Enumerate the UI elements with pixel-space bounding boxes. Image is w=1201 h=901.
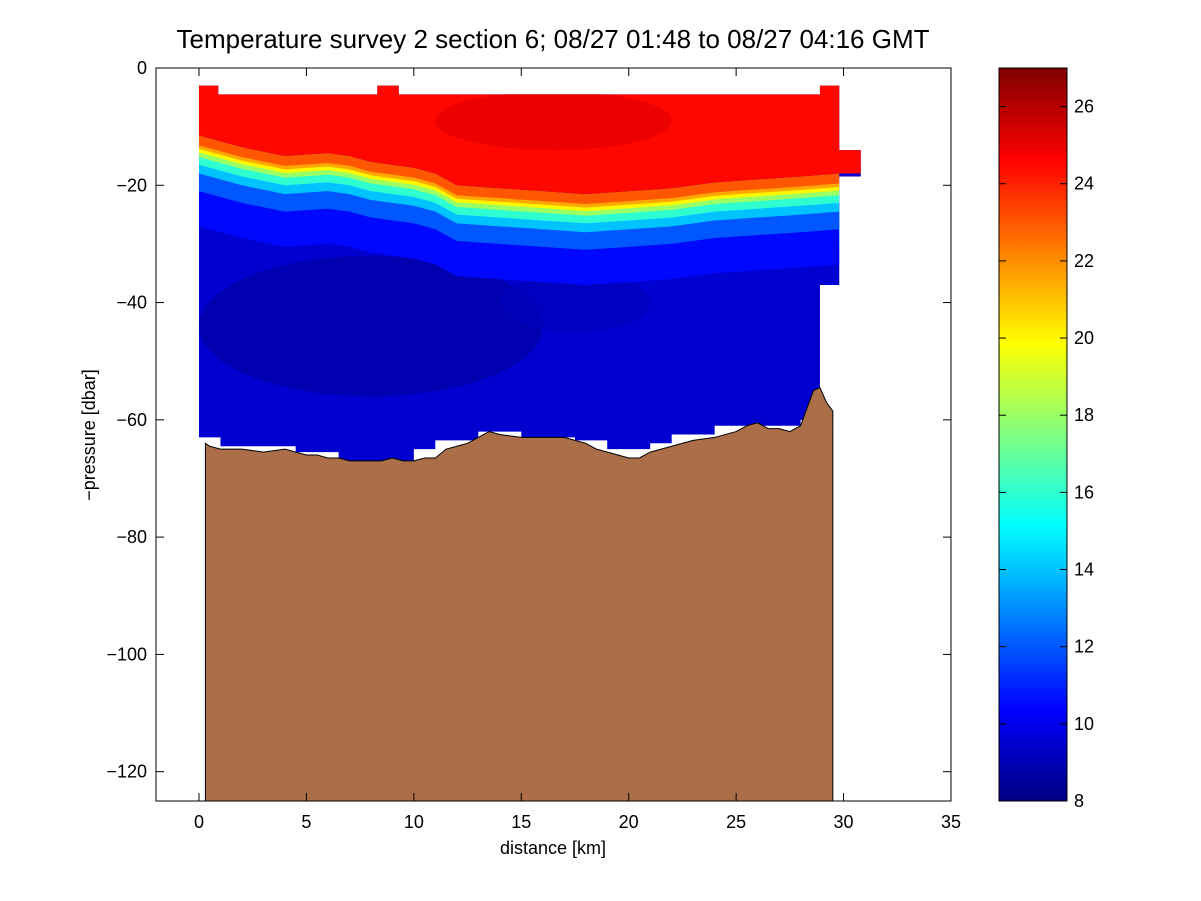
colorbar-tick-label: 10 [1074,714,1094,734]
cold-core-2 [499,273,651,332]
x-tick-label: 5 [301,812,311,832]
cold-core [198,255,543,397]
y-tick-label: −100 [106,644,147,664]
seabed [204,386,834,801]
y-tick-label: −40 [116,293,147,313]
colorbar-tick-label: 12 [1074,637,1094,657]
y-tick-label: −120 [106,762,147,782]
colorbar-ticks: 8 10 12 14 16 18 20 22 24 26 [999,97,1094,811]
colorbar-tick-label: 16 [1074,482,1094,502]
y-axis-ticks: 0 −20 −40 −60 −80 −100 −120 [106,58,951,782]
x-tick-label: 0 [194,812,204,832]
thermocline-band [198,164,840,250]
x-tick-label: 20 [619,812,639,832]
colorbar-tick-label: 26 [1074,97,1094,117]
y-tick-label: −80 [116,527,147,547]
x-axis-label: distance [km] [500,838,606,858]
colorbar-body [998,67,1068,802]
y-tick-label: 0 [137,58,147,78]
colorbar-tick-label: 18 [1074,405,1094,425]
thermocline-band [198,135,840,205]
colorbar-tick-label: 22 [1074,251,1094,271]
y-tick-label: −60 [116,410,147,430]
plot-frame [155,67,952,802]
colorbar: 8 10 12 14 16 18 20 22 24 26 [998,67,1094,811]
temperature-field [198,85,861,464]
colorbar-tick-label: 24 [1074,174,1094,194]
y-tick-label: −20 [116,175,147,195]
plot-area: 0 5 10 15 20 25 30 35 0 −20 −40 −60 −80 −100 −120 [106,58,961,832]
colorbar-tick-label: 8 [1074,791,1084,811]
y-axis-label: −pressure [dbar] [79,369,99,501]
warm-core [435,91,672,151]
chart-title: Temperature survey 2 section 6; 08/27 01… [177,24,930,54]
x-axis-ticks: 0 5 10 15 20 25 30 35 [194,68,961,832]
x-tick-label: 35 [941,812,961,832]
x-tick-label: 15 [511,812,531,832]
x-tick-label: 30 [834,812,854,832]
x-tick-label: 10 [404,812,424,832]
colorbar-tick-label: 20 [1074,328,1094,348]
x-tick-label: 25 [726,812,746,832]
colorbar-tick-label: 14 [1074,560,1094,580]
